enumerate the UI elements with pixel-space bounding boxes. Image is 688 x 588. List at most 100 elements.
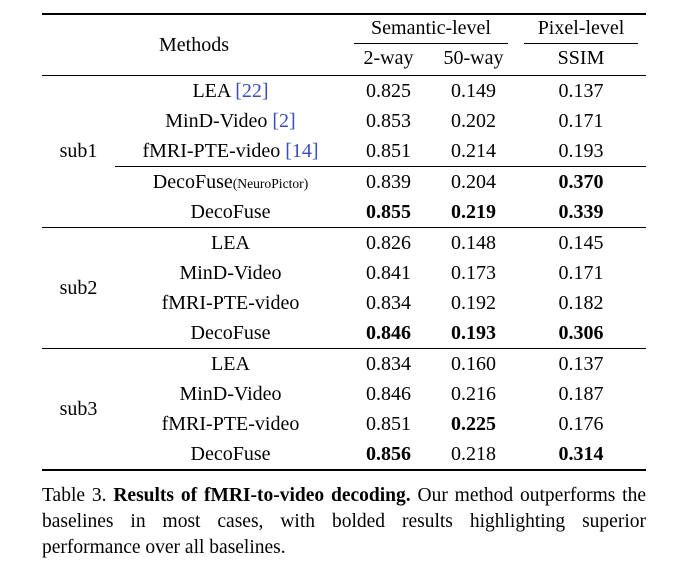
value-cell: 0.339 [558, 200, 604, 223]
header-row-metrics: 2-way 50-way SSIM [42, 44, 647, 76]
results-table: Methods Semantic-level Pixel-level 2-way… [42, 13, 647, 471]
header-2way: 2-way [346, 44, 431, 76]
value-cell: 0.149 [451, 79, 496, 102]
table-row: DecoFuse 0.855 0.219 0.339 [42, 197, 646, 228]
method-name: LEA [211, 231, 250, 254]
subject-label: sub1 [59, 140, 98, 162]
table-row: DecoFuse 0.846 0.193 0.306 [42, 318, 646, 349]
header-semantic-label: Semantic-level [354, 17, 509, 44]
value-cell: 0.839 [346, 166, 431, 197]
value-cell: 0.853 [366, 109, 411, 132]
value-cell: 0.187 [558, 382, 604, 405]
value-cell: 0.825 [366, 79, 411, 102]
citation-link[interactable]: [22] [230, 79, 269, 102]
value-cell: 0.855 [366, 200, 411, 223]
method-name: DecoFuse [190, 321, 271, 344]
value-cell: 0.202 [451, 109, 496, 132]
table-row: DecoFuse(NeuroPictor) 0.839 0.204 0.370 [42, 166, 647, 197]
header-methods-label: Methods [159, 33, 229, 56]
value-cell: 0.219 [451, 200, 496, 223]
value-cell: 0.834 [366, 291, 411, 314]
value-cell: 0.846 [366, 321, 411, 344]
header-semantic-level: Semantic-level [346, 14, 516, 44]
value-cell: 0.171 [558, 109, 604, 132]
value-cell: 0.216 [451, 382, 496, 405]
method-name: MinD-Video [165, 109, 268, 132]
method-name: fMRI-PTE-video [142, 139, 281, 162]
method-cell: DecoFuse [115, 439, 346, 470]
method-cell: fMRI-PTE-video [115, 409, 346, 439]
table-row: DecoFuse 0.856 0.218 0.314 [42, 439, 646, 470]
value-cell: 0.160 [431, 348, 517, 379]
table-row: MinD-Video [2] 0.853 0.202 0.171 [42, 106, 646, 136]
table-row: MinD-Video 0.846 0.216 0.187 [42, 379, 646, 409]
method-cell: fMRI-PTE-video [115, 288, 346, 318]
value-cell: 0.137 [558, 79, 604, 102]
header-50way: 50-way [431, 44, 517, 76]
value-cell: 0.851 [366, 139, 411, 162]
table-row: fMRI-PTE-video 0.834 0.192 0.182 [42, 288, 646, 318]
subject-label: sub3 [42, 348, 115, 470]
paper-page: Methods Semantic-level Pixel-level 2-way… [42, 13, 647, 561]
value-cell: 0.314 [558, 442, 604, 465]
method-cell: fMRI-PTE-video [14] [115, 136, 346, 167]
method-name: fMRI-PTE-video [161, 291, 300, 314]
header-row-groups: Methods Semantic-level Pixel-level [42, 14, 646, 76]
table-caption: Table 3. Results of fMRI-to-video decodi… [42, 483, 646, 561]
method-name: MinD-Video [179, 261, 282, 284]
method-cell: DecoFuse(NeuroPictor) [115, 166, 346, 197]
value-cell: 0.137 [516, 348, 647, 379]
caption-title: Results of fMRI-to-video decoding. [113, 485, 411, 506]
method-cell: LEA [115, 348, 346, 379]
value-cell: 0.851 [366, 412, 411, 435]
table-row: MinD-Video 0.841 0.173 0.171 [42, 258, 646, 288]
method-cell: MinD-Video [115, 258, 346, 288]
value-cell: 0.856 [366, 442, 411, 465]
value-cell: 0.204 [431, 166, 517, 197]
value-cell: 0.193 [451, 321, 496, 344]
method-name: MinD-Video [179, 382, 282, 405]
method-name: DecoFuse [190, 442, 271, 465]
value-cell: 0.370 [516, 166, 647, 197]
value-cell: 0.171 [558, 261, 604, 284]
header-ssim: SSIM [516, 44, 647, 76]
header-pixel-level: Pixel-level [516, 14, 646, 44]
value-cell: 0.214 [451, 139, 496, 162]
table-row: sub3 LEA 0.834 0.160 0.137 [42, 348, 647, 470]
value-cell: 0.218 [451, 442, 496, 465]
table-row: fMRI-PTE-video [14] 0.851 0.214 0.193 [42, 136, 646, 167]
value-cell: 0.148 [431, 227, 517, 258]
citation-link[interactable]: [14] [280, 139, 319, 162]
method-name: DecoFuse [152, 170, 233, 193]
table-row: sub1 LEA [22] 0.825 0.149 0.137 [42, 76, 646, 163]
value-cell: 0.841 [366, 261, 411, 284]
value-cell: 0.846 [366, 382, 411, 405]
value-cell: 0.826 [346, 227, 431, 258]
value-cell: 0.225 [451, 412, 496, 435]
method-cell: DecoFuse [115, 197, 346, 228]
method-suffix: (NeuroPictor) [232, 175, 309, 191]
method-name: fMRI-PTE-video [161, 412, 300, 435]
method-cell: DecoFuse [115, 318, 346, 349]
method-name: DecoFuse [190, 200, 271, 223]
value-cell: 0.192 [451, 291, 496, 314]
caption-label: Table 3. [42, 485, 114, 506]
method-cell: MinD-Video [2] [115, 106, 346, 136]
value-cell: 0.145 [516, 227, 647, 258]
value-cell: 0.176 [558, 412, 604, 435]
value-cell: 0.182 [558, 291, 604, 314]
table-row: fMRI-PTE-video 0.851 0.225 0.176 [42, 409, 646, 439]
method-cell: MinD-Video [115, 379, 346, 409]
header-pixel-label: Pixel-level [524, 17, 639, 44]
subject-label: sub2 [42, 227, 115, 349]
value-cell: 0.193 [558, 139, 604, 162]
method-cell: LEA [22] [115, 76, 346, 107]
citation-link[interactable]: [2] [267, 109, 296, 132]
table-row: sub2 LEA 0.826 0.148 0.145 [42, 227, 647, 349]
table-header: Methods Semantic-level Pixel-level 2-way… [42, 14, 647, 76]
value-cell: 0.173 [451, 261, 496, 284]
header-methods: Methods [42, 14, 346, 76]
value-cell: 0.834 [346, 348, 431, 379]
table-body: sub1 LEA [22] 0.825 0.149 0.137 MinD-Video [2… [42, 76, 647, 470]
method-name: LEA [211, 352, 250, 375]
